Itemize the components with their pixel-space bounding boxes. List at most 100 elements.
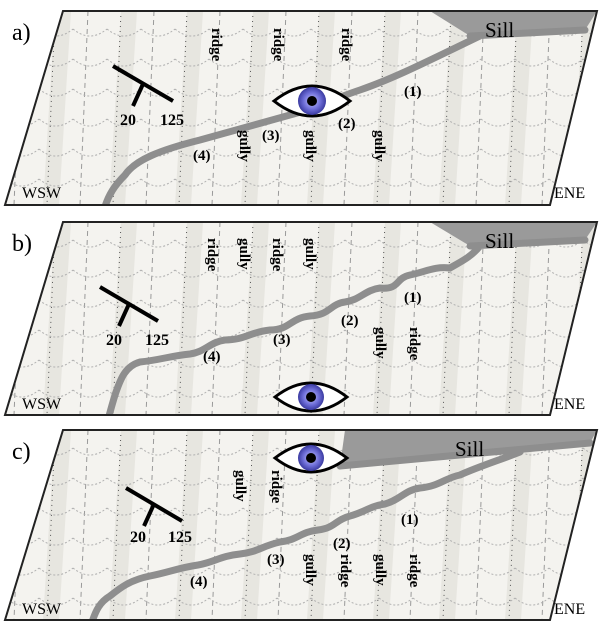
panel-c-number-2: (2) xyxy=(333,536,351,552)
layer-line xyxy=(178,430,188,620)
layer-line xyxy=(442,430,452,620)
layer-line xyxy=(376,222,386,415)
panel-b-dip-value: 20 xyxy=(106,332,122,349)
surface-stripe xyxy=(175,11,203,205)
panel-b-surface xyxy=(5,222,597,415)
panel-c-word-4: ridge xyxy=(337,554,353,588)
panel-a: a) Sill WSW ENE 20 125 ridge ridge ridge… xyxy=(3,10,599,206)
panel-a-label: a) xyxy=(12,20,31,46)
surface-stripe xyxy=(505,430,533,620)
panel-a-sill-contact xyxy=(100,26,589,205)
panel-c-eye-icon xyxy=(272,442,350,474)
panel-a-frame xyxy=(3,10,599,206)
panel-c-label: c) xyxy=(12,439,31,465)
panel-b-strike-dip-symbol: 20 125 xyxy=(98,285,169,349)
layer-line xyxy=(112,430,122,620)
panel-b-word-2: gully xyxy=(236,238,252,270)
panel-a-number-3: (3) xyxy=(262,128,280,144)
layer-line xyxy=(475,430,485,620)
surface-stripe xyxy=(307,222,335,415)
panel-c-number-4: (4) xyxy=(190,574,208,590)
surface-stripe xyxy=(307,430,335,620)
layer-line xyxy=(244,222,254,415)
panel-c-strike-value: 125 xyxy=(168,529,192,546)
surface-stripe xyxy=(109,430,137,620)
layer-line xyxy=(211,430,221,620)
panel-c-word-2: ridge xyxy=(268,470,284,504)
panel-b-number-2: (2) xyxy=(341,313,359,329)
panel-c-number-1: (1) xyxy=(401,512,419,528)
layer-line xyxy=(112,222,122,415)
panel-b-eye-icon xyxy=(272,381,350,413)
surface-stripe xyxy=(241,222,269,415)
surface-stripe xyxy=(505,11,533,205)
panel-b-left-corner: WSW xyxy=(22,396,62,413)
surface-stripe xyxy=(373,222,401,415)
panel-b-word-3: ridge xyxy=(269,238,285,272)
panel-b-word-5: gully xyxy=(372,327,388,359)
layer-line xyxy=(46,430,56,620)
surface-stripe xyxy=(175,222,203,415)
surface-stripe xyxy=(43,430,71,620)
panel-a-word-2: ridge xyxy=(270,28,286,62)
surface-stripe xyxy=(43,222,71,415)
surface-stripe xyxy=(373,430,401,620)
panel-c-dip-value: 20 xyxy=(130,529,146,546)
panel-b-right-corner: ENE xyxy=(554,396,585,413)
panel-a-number-4: (4) xyxy=(193,148,211,164)
surface-stripe xyxy=(43,11,71,205)
panel-c-word-1: gully xyxy=(232,470,248,502)
panel-c-frame xyxy=(3,429,599,621)
surface-stripe xyxy=(241,11,269,205)
panel-b: b) Sill WSW ENE 20 125 ridge gully ridge… xyxy=(3,221,599,416)
panel-c-word-6: ridge xyxy=(406,554,422,588)
surface-stripe xyxy=(109,11,137,205)
surface-stripe xyxy=(373,11,401,205)
layer-line xyxy=(46,222,56,415)
layer-line xyxy=(376,430,386,620)
panel-a-strike-value: 125 xyxy=(160,112,184,129)
panel-a-word-4: gully xyxy=(236,130,252,162)
panel-b-number-3: (3) xyxy=(273,332,291,348)
panel-a-word-1: ridge xyxy=(208,28,224,62)
panel-c-left-corner: WSW xyxy=(22,601,62,618)
panel-a-word-6: gully xyxy=(371,130,387,162)
layer-line xyxy=(244,430,254,620)
panel-c-sill-label: Sill xyxy=(455,437,484,461)
panel-a-word-3: ridge xyxy=(338,28,354,62)
panel-c-right-corner: ENE xyxy=(554,601,585,618)
panel-a-eye-icon xyxy=(271,84,353,118)
panel-b-strike-value: 125 xyxy=(145,332,169,349)
surface-stripe xyxy=(439,11,467,205)
panel-b-word-1: ridge xyxy=(204,238,220,272)
panel-b-sill-label: Sill xyxy=(485,229,514,253)
panel-b-word-6: ridge xyxy=(406,327,422,361)
panel-a-right-corner: ENE xyxy=(554,185,585,202)
surface-stripe xyxy=(505,222,533,415)
surface-stripe xyxy=(241,430,269,620)
panel-a-sill-label: Sill xyxy=(485,18,514,42)
panel-a-word-5: gully xyxy=(302,130,318,162)
panel-c-sill-contact xyxy=(88,439,594,620)
panel-a-strike-dip-symbol: 20 125 xyxy=(111,64,184,129)
panel-c-number-3: (3) xyxy=(267,552,285,568)
layer-line xyxy=(442,222,452,415)
layer-line xyxy=(508,430,518,620)
panel-b-number-4: (4) xyxy=(203,349,221,365)
panel-a-dip-value: 20 xyxy=(120,112,136,129)
panel-a-number-1: (1) xyxy=(404,84,422,100)
panel-b-word-4: gully xyxy=(302,238,318,270)
layer-line xyxy=(145,430,155,620)
panel-b-frame xyxy=(3,221,599,416)
panel-a-left-corner: WSW xyxy=(22,185,62,202)
layer-line xyxy=(310,430,320,620)
panel-c-word-3: gully xyxy=(302,554,318,586)
panel-b-number-1: (1) xyxy=(404,290,422,306)
surface-stripe xyxy=(439,222,467,415)
panel-c-word-5: gully xyxy=(372,554,388,586)
layer-line xyxy=(79,430,89,620)
layer-line xyxy=(508,222,518,415)
layer-line xyxy=(178,222,188,415)
panel-a-number-2: (2) xyxy=(338,116,356,132)
